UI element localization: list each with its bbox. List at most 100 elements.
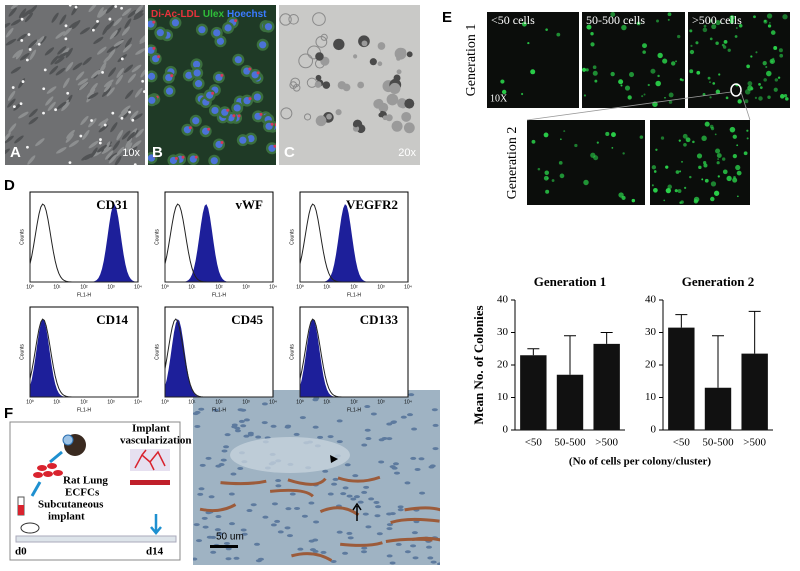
cell-texture bbox=[369, 58, 377, 66]
cell-texture bbox=[35, 138, 45, 147]
cell-texture bbox=[56, 146, 67, 154]
tissue-texture bbox=[352, 474, 359, 478]
magnification: 10X bbox=[490, 93, 508, 104]
cell-texture bbox=[116, 129, 124, 141]
colony-dot bbox=[701, 135, 707, 142]
cell-texture bbox=[232, 114, 236, 118]
marker-label: VEGFR2 bbox=[346, 197, 398, 212]
tissue-texture bbox=[197, 492, 204, 496]
cell-texture bbox=[185, 71, 193, 79]
row-label: Generation 1 bbox=[464, 24, 479, 97]
colony-dot bbox=[710, 181, 717, 187]
cell-texture bbox=[93, 36, 104, 45]
cell-texture bbox=[107, 49, 116, 59]
colony-dot bbox=[657, 74, 660, 78]
y-tick-label: 30 bbox=[497, 326, 509, 338]
cell-texture bbox=[114, 155, 122, 165]
cell-texture bbox=[28, 108, 38, 118]
colony-dot bbox=[586, 24, 592, 30]
tick-label: 10¹ bbox=[53, 399, 61, 405]
bar bbox=[593, 343, 620, 430]
colony-dot bbox=[643, 93, 646, 96]
cell-texture bbox=[19, 102, 23, 106]
cell-texture bbox=[171, 19, 180, 27]
tick-label: 10⁴ bbox=[134, 399, 142, 405]
tick-label: 10³ bbox=[242, 399, 250, 405]
colony-dot bbox=[716, 161, 720, 165]
tissue-texture bbox=[225, 547, 232, 551]
colony-dot bbox=[663, 199, 666, 202]
colony-dot bbox=[690, 44, 693, 48]
colony-dot bbox=[746, 129, 749, 132]
cell-texture bbox=[103, 79, 114, 88]
vessel bbox=[319, 506, 360, 517]
cells-icon bbox=[33, 463, 63, 478]
tick-label: 10⁴ bbox=[269, 284, 277, 290]
colony-dot bbox=[639, 135, 644, 139]
cell-texture bbox=[74, 5, 78, 9]
colony-dot bbox=[767, 24, 772, 28]
colony-dot bbox=[684, 186, 687, 189]
cell-texture bbox=[103, 82, 112, 93]
colony-dot bbox=[738, 23, 743, 28]
colony-dot bbox=[590, 31, 594, 36]
tissue-texture bbox=[255, 559, 262, 563]
cell-texture bbox=[131, 140, 142, 149]
cell-texture bbox=[248, 67, 252, 71]
cell-texture bbox=[14, 135, 24, 144]
fluorescence-image bbox=[582, 12, 685, 108]
colony-dot bbox=[667, 18, 670, 21]
cell-texture bbox=[36, 36, 45, 46]
cell-texture bbox=[79, 27, 91, 35]
colony-dot bbox=[655, 148, 658, 151]
tissue-texture bbox=[198, 407, 205, 411]
tick-label: 10² bbox=[215, 399, 223, 405]
cell-texture bbox=[120, 6, 123, 10]
histogram-fill bbox=[165, 319, 273, 397]
tissue-texture bbox=[312, 425, 319, 429]
colony-dot bbox=[758, 96, 763, 101]
tissue-texture bbox=[274, 519, 281, 523]
tissue-texture bbox=[425, 545, 432, 549]
tissue-texture bbox=[327, 435, 334, 439]
bar bbox=[668, 327, 695, 430]
cell-texture bbox=[98, 124, 109, 133]
colony-dot bbox=[592, 70, 598, 76]
cell-texture bbox=[28, 5, 38, 15]
colony-dot bbox=[766, 70, 772, 77]
cell-texture bbox=[22, 9, 32, 18]
cell-texture bbox=[57, 46, 67, 55]
tissue-texture bbox=[293, 432, 300, 436]
tissue-texture bbox=[220, 458, 227, 462]
marker-label: CD31 bbox=[96, 197, 128, 212]
colony-dot bbox=[779, 53, 784, 58]
axis-label: Counts bbox=[289, 344, 295, 360]
tick-label: 10⁰ bbox=[26, 284, 34, 290]
cell-texture bbox=[280, 107, 293, 120]
tissue-texture bbox=[408, 393, 415, 397]
y-tick-label: 20 bbox=[497, 359, 509, 371]
colony-dot bbox=[716, 153, 722, 159]
colony-dot bbox=[717, 158, 720, 161]
fluorescence-image bbox=[650, 120, 750, 205]
colony-dot bbox=[530, 69, 536, 75]
axis-label: Counts bbox=[154, 344, 160, 360]
colony-dot bbox=[624, 85, 631, 91]
tissue-texture bbox=[361, 490, 368, 494]
tissue-texture bbox=[198, 487, 205, 491]
colony-dot bbox=[590, 152, 596, 158]
arrow bbox=[49, 450, 63, 464]
colony-dot bbox=[737, 195, 739, 198]
tick-label: 10³ bbox=[107, 284, 115, 290]
colony-dot bbox=[732, 153, 737, 159]
tick-label: 10² bbox=[350, 284, 358, 290]
cell-texture bbox=[99, 138, 102, 141]
tissue-texture bbox=[373, 500, 380, 504]
histogram-outline bbox=[29, 203, 138, 283]
colony-dot bbox=[650, 68, 656, 74]
tissue-texture bbox=[418, 457, 425, 461]
axis-label: FL1-H bbox=[347, 407, 361, 413]
tissue-texture bbox=[431, 408, 438, 412]
colony-dot bbox=[703, 163, 708, 168]
tissue-texture bbox=[346, 531, 353, 535]
